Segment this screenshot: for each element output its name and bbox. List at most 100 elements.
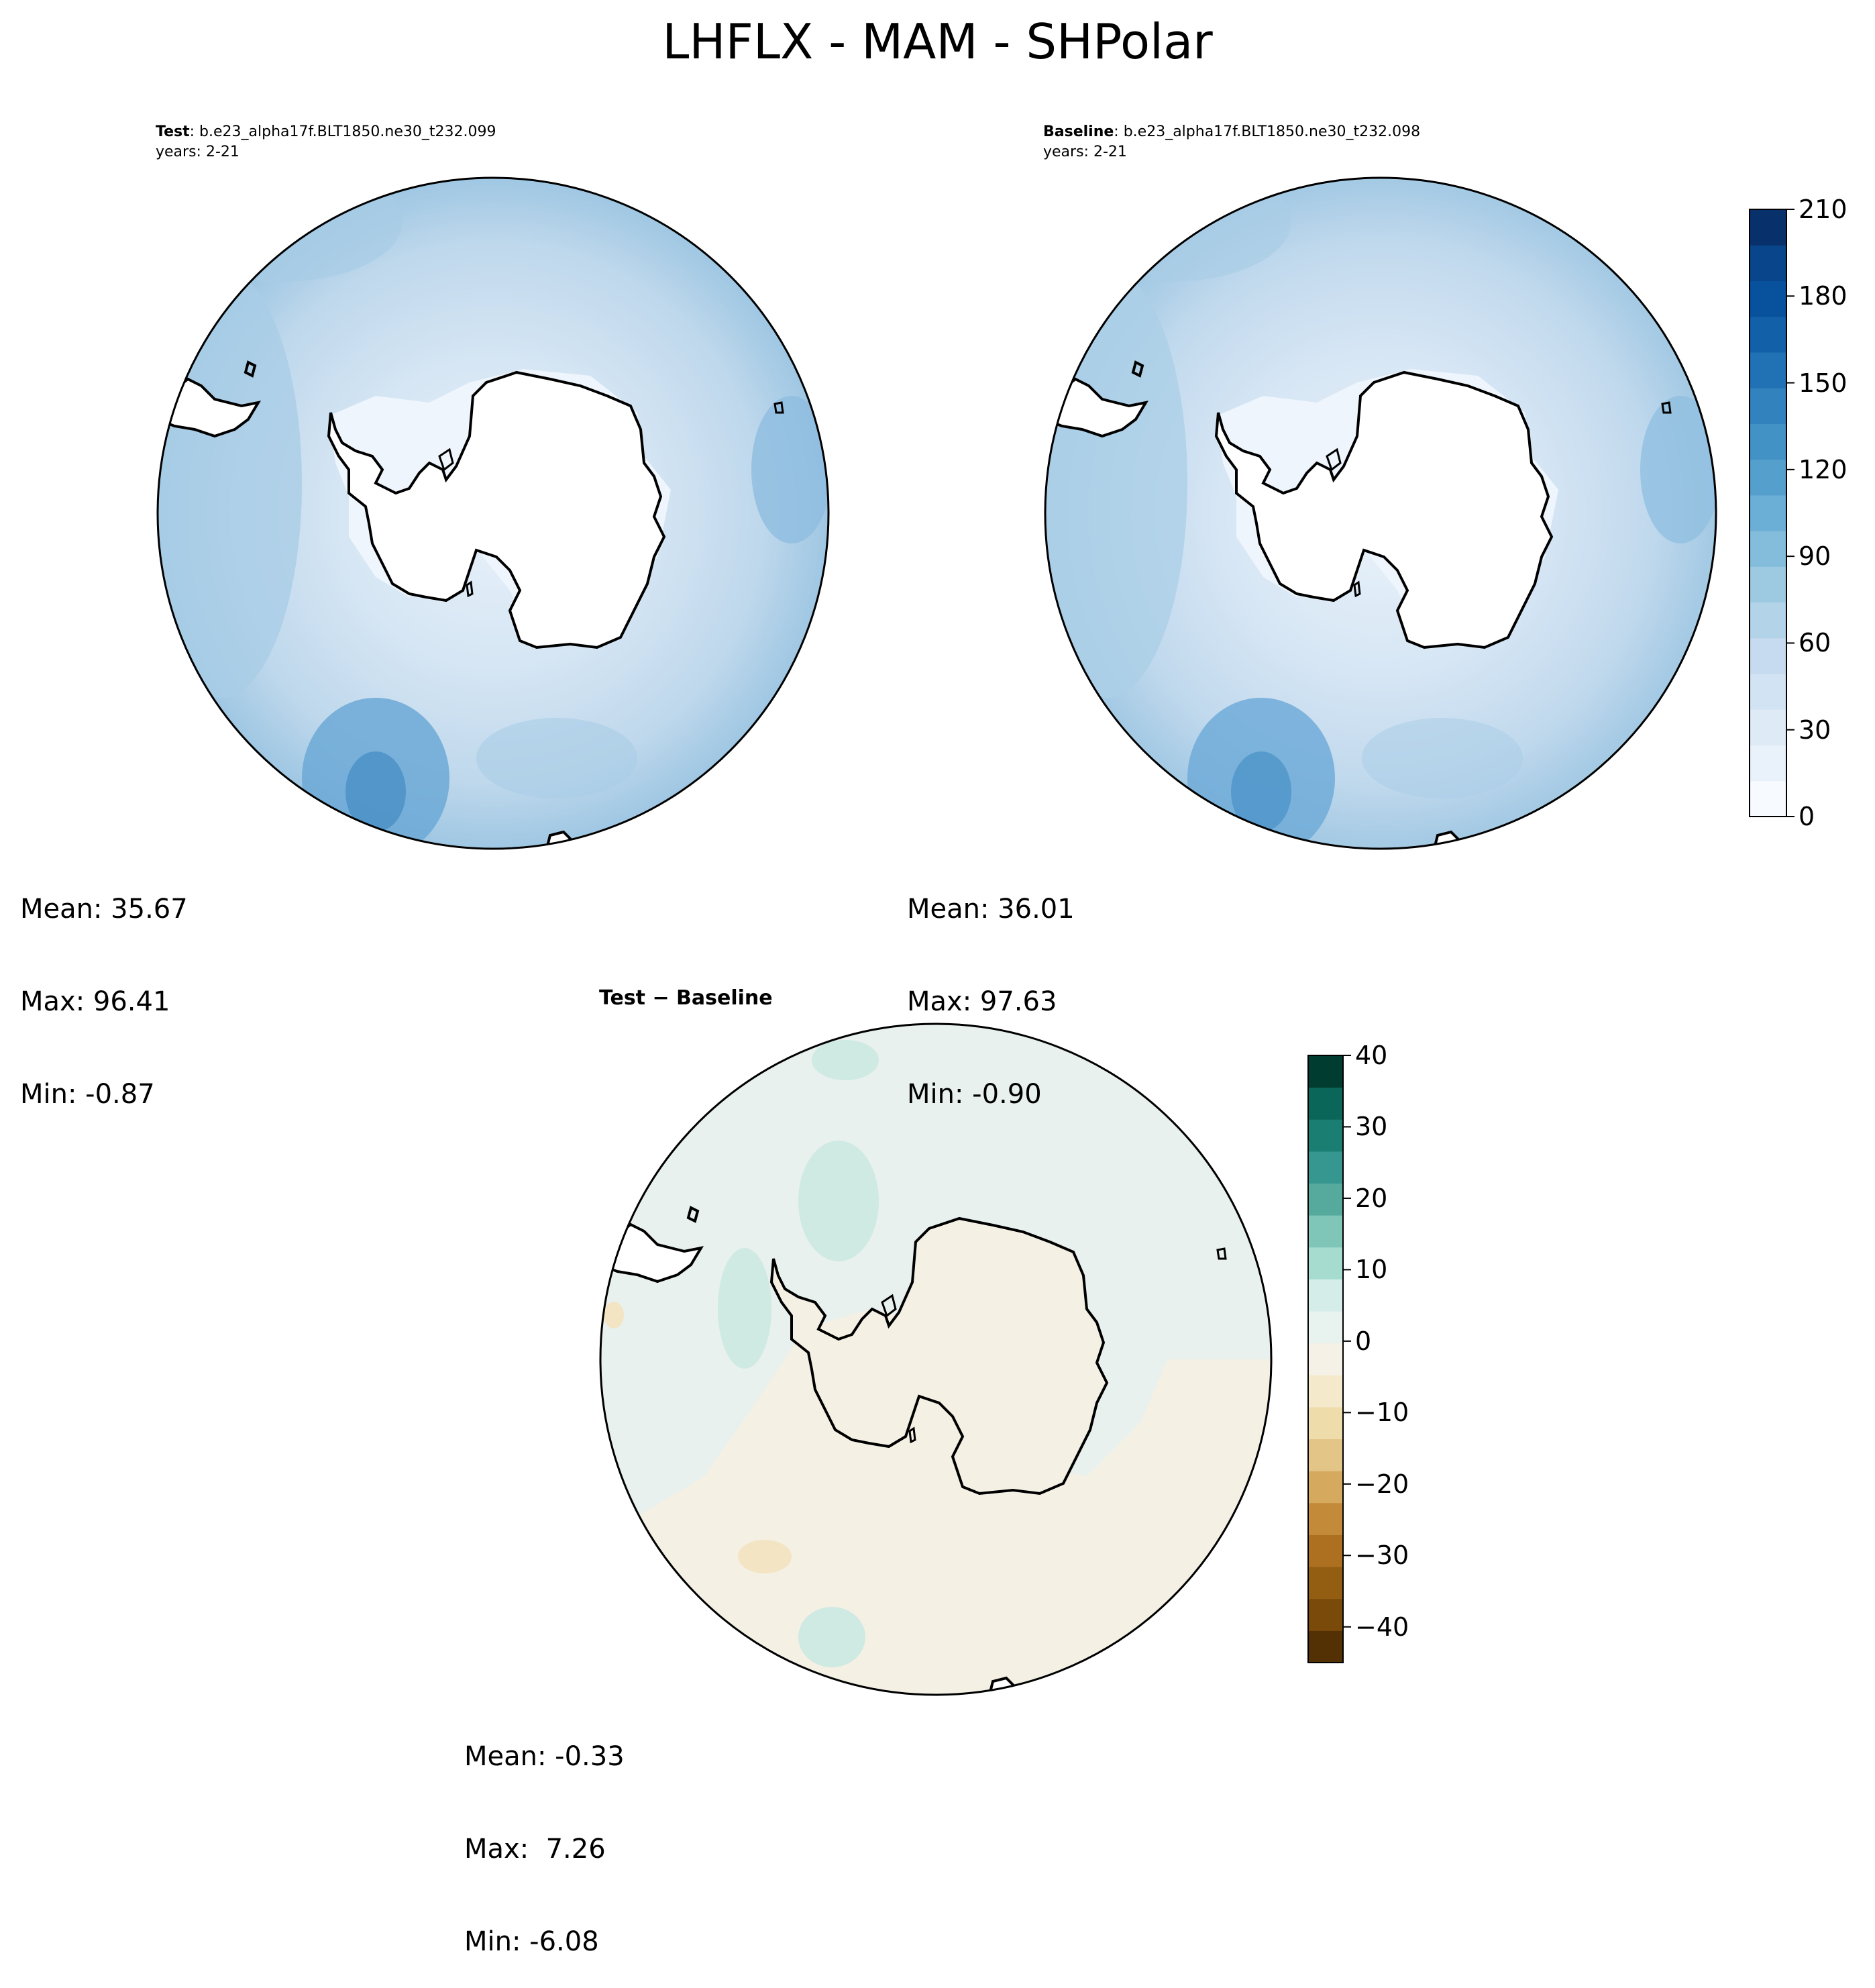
diff-colorbar-segment xyxy=(1308,1502,1343,1535)
diff-colorbar-tick-label: −10 xyxy=(1355,1398,1409,1428)
diff-colorbar-tick-label: 20 xyxy=(1355,1183,1388,1213)
diff-colorbar-segment xyxy=(1308,1183,1343,1216)
diff-colorbar-segment xyxy=(1308,1343,1343,1375)
diff-ross-island xyxy=(908,1426,916,1444)
baseline-mean: Mean: 36.01 xyxy=(907,894,1075,925)
test-east-patch xyxy=(751,396,828,543)
diff-colorbar-segment xyxy=(1308,1567,1343,1600)
baseline-years-label: years: 2-21 xyxy=(1043,144,1127,160)
diff-stats: Mean: -0.33 Max: 7.26 Min: -6.08 xyxy=(464,1679,625,1988)
test-warm-core xyxy=(345,751,406,832)
baseline-ice-shelf-island xyxy=(1326,448,1342,472)
diff-colorbar-segment xyxy=(1308,1598,1343,1631)
main-colorbar xyxy=(1749,209,1794,817)
diff-colorbar-segment xyxy=(1308,1438,1343,1471)
diff-colorbar-segment xyxy=(1308,1119,1343,1152)
main-colorbar-segment xyxy=(1750,566,1786,603)
diff-colorbar-tick-label: 10 xyxy=(1355,1255,1388,1285)
main-colorbar-tick-label: 30 xyxy=(1799,715,1831,745)
main-colorbar-segment xyxy=(1750,245,1786,281)
diff-antarctica xyxy=(769,1216,1109,1496)
diff-colorbar-tick-label: −30 xyxy=(1355,1540,1409,1571)
main-colorbar-tick-label: 90 xyxy=(1799,541,1831,572)
diff-colorbar-border xyxy=(1307,1055,1344,1663)
test-max: Max: 96.41 xyxy=(20,986,170,1017)
test-label-bold: Test xyxy=(156,123,190,140)
diff-panel-title: Test − Baseline xyxy=(599,986,773,1010)
main-colorbar-tick-label: 210 xyxy=(1799,195,1847,224)
diff-colorbar-tick-label: −20 xyxy=(1355,1469,1409,1499)
baseline-map-border xyxy=(1044,176,1717,850)
test-south-patch xyxy=(476,718,637,798)
diff-colorbar-segment xyxy=(1308,1087,1343,1120)
diff-colorbar-segment xyxy=(1308,1215,1343,1248)
main-colorbar-tick-label: 120 xyxy=(1799,454,1847,484)
test-south-america xyxy=(158,377,262,438)
main-colorbar-tick-label: 0 xyxy=(1799,802,1815,831)
main-colorbar-segment xyxy=(1750,674,1786,710)
diff-pos-patch-3 xyxy=(812,1040,879,1080)
test-ross-island xyxy=(466,580,474,598)
diff-mean: Mean: -0.33 xyxy=(464,1741,625,1772)
main-colorbar-segment xyxy=(1750,459,1786,496)
diff-colorbar-segment xyxy=(1308,1630,1343,1663)
test-map xyxy=(156,176,830,850)
baseline-max: Max: 97.63 xyxy=(907,986,1057,1017)
test-label-case: : b.e23_alpha17f.BLT1850.ne30_t232.099 xyxy=(189,123,496,140)
baseline-kerguelen xyxy=(1661,401,1672,414)
diff-falklands xyxy=(686,1206,700,1223)
diff-colorbar-tick-label: 0 xyxy=(1355,1326,1372,1356)
diff-kerguelen xyxy=(1216,1247,1227,1260)
diff-map xyxy=(599,1023,1273,1696)
baseline-south-america xyxy=(1045,377,1149,438)
diff-pos-patch-4 xyxy=(798,1607,865,1667)
diff-pos-patch-1 xyxy=(798,1141,879,1261)
main-colorbar-tick-label: 180 xyxy=(1799,281,1847,311)
diff-south-america xyxy=(600,1222,704,1284)
diff-colorbar-segment xyxy=(1308,1375,1343,1408)
baseline-warm-core xyxy=(1231,751,1291,832)
diff-colorbar-segment xyxy=(1308,1055,1343,1088)
baseline-west-band xyxy=(1045,268,1187,698)
test-stats: Mean: 35.67 Max: 96.41 Min: -0.87 xyxy=(20,832,188,1141)
test-years-label: years: 2-21 xyxy=(156,144,239,160)
baseline-antarctica xyxy=(1214,370,1554,649)
diff-colorbar-segment xyxy=(1308,1247,1343,1279)
diff-neg-patch-1 xyxy=(738,1540,792,1573)
main-colorbar-tick-label: 150 xyxy=(1799,368,1847,398)
baseline-min: Min: -0.90 xyxy=(907,1079,1042,1110)
diff-min: Min: -6.08 xyxy=(464,1926,599,1957)
diff-colorbar-segment xyxy=(1308,1311,1343,1344)
main-colorbar-segment xyxy=(1750,388,1786,424)
main-colorbar-segment xyxy=(1750,602,1786,639)
test-panel-label: Test: b.e23_alpha17f.BLT1850.ne30_t232.0… xyxy=(156,122,496,142)
diff-colorbar xyxy=(1307,1055,1351,1663)
baseline-south-patch xyxy=(1362,718,1523,798)
baseline-east-patch xyxy=(1640,396,1716,543)
baseline-label-bold: Baseline xyxy=(1043,123,1114,140)
main-colorbar-segment xyxy=(1750,494,1786,531)
figure-title: LHFLX - MAM - SHPolar xyxy=(662,13,1213,70)
baseline-stats: Mean: 36.01 Max: 97.63 Min: -0.90 xyxy=(907,832,1075,1141)
main-colorbar-segment xyxy=(1750,745,1786,782)
main-colorbar-segment xyxy=(1750,316,1786,353)
main-colorbar-border xyxy=(1749,209,1787,817)
diff-colorbar-segment xyxy=(1308,1151,1343,1184)
test-falklands xyxy=(244,360,257,378)
test-north-patch xyxy=(161,178,403,282)
diff-pos-patch-2 xyxy=(718,1248,771,1369)
diff-map-border xyxy=(599,1023,1273,1696)
main-colorbar-segment xyxy=(1750,637,1786,674)
test-kerguelen xyxy=(773,401,784,414)
main-colorbar-segment xyxy=(1750,531,1786,567)
diff-max: Max: 7.26 xyxy=(464,1834,606,1865)
test-map-border xyxy=(156,176,830,850)
main-colorbar-segment xyxy=(1750,780,1786,817)
diff-colorbar-tick-label: 40 xyxy=(1355,1041,1388,1070)
main-colorbar-segment xyxy=(1750,280,1786,317)
baseline-map xyxy=(1044,176,1717,850)
baseline-north-patch xyxy=(1050,178,1291,282)
diff-colorbar-segment xyxy=(1308,1279,1343,1312)
main-colorbar-segment xyxy=(1750,423,1786,460)
diff-colorbar-segment xyxy=(1308,1534,1343,1567)
